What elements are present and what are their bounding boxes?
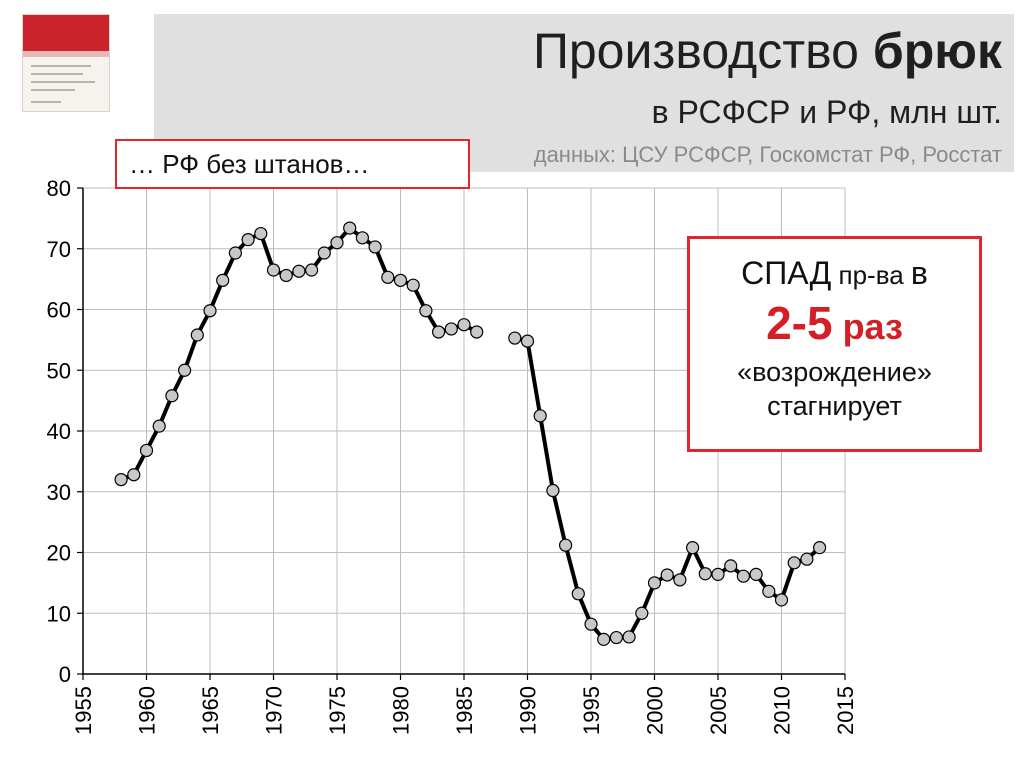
data-point <box>355 231 369 245</box>
y-tick-label: 70 <box>47 237 71 262</box>
data-point <box>520 334 535 348</box>
data-point <box>127 468 141 482</box>
data-point <box>190 328 204 342</box>
y-tick-label: 10 <box>47 601 71 626</box>
y-tick-label: 0 <box>59 662 71 687</box>
x-tick-label: 1965 <box>198 686 223 735</box>
data-point <box>266 263 281 277</box>
callout-right: СПАД пр-ва в 2-5 раз «возрождение» стагн… <box>687 236 982 452</box>
data-point <box>216 273 230 287</box>
x-tick-label: 1960 <box>135 686 160 735</box>
data-point <box>660 568 674 582</box>
data-point <box>673 573 687 587</box>
data-point <box>724 559 738 573</box>
callout-right-line1-big: СПАД <box>741 255 832 291</box>
data-point <box>228 246 242 260</box>
data-point <box>647 576 662 590</box>
source-note: данных: ЦСУ РСФСР, Госкомстат РФ, Росста… <box>533 142 1002 167</box>
page-title: Производство брюк <box>533 22 1002 80</box>
title-bold: брюк <box>872 23 1002 79</box>
data-point <box>685 541 700 555</box>
data-point <box>508 331 522 345</box>
data-point <box>812 541 827 555</box>
data-point <box>139 443 154 458</box>
data-point <box>254 226 268 241</box>
data-point <box>279 268 293 283</box>
data-point <box>393 273 408 287</box>
x-tick-label: 1980 <box>389 686 414 735</box>
data-point <box>343 221 357 235</box>
y-tick-label: 60 <box>47 298 71 323</box>
callout-right-line4: стагнирует <box>767 391 902 421</box>
data-point <box>571 587 585 601</box>
data-point <box>749 567 763 581</box>
data-point <box>762 584 776 598</box>
data-point <box>305 263 319 277</box>
x-tick-label: 1990 <box>516 686 541 735</box>
title-regular: Производство <box>532 23 873 79</box>
data-point <box>711 567 725 581</box>
data-point <box>787 556 801 570</box>
data-point <box>406 278 420 292</box>
data-point <box>419 304 433 318</box>
data-point <box>152 419 166 433</box>
y-tick-label: 80 <box>47 176 71 201</box>
data-point <box>609 630 624 645</box>
x-tick-label: 2000 <box>643 686 668 735</box>
page-subtitle: в РСФСР и РФ, млн шт. <box>651 94 1002 130</box>
callout-right-line1-small: пр-ва <box>831 260 911 290</box>
data-point <box>533 409 547 423</box>
data-point <box>457 318 471 332</box>
data-point <box>368 240 382 254</box>
y-tick-label: 50 <box>47 358 71 383</box>
y-tick-label: 20 <box>47 541 71 566</box>
data-point <box>800 552 814 566</box>
data-point <box>470 325 484 339</box>
data-point <box>736 569 751 583</box>
x-tick-label: 1955 <box>71 686 96 735</box>
x-tick-label: 1970 <box>262 686 287 735</box>
data-point <box>241 233 255 247</box>
data-point <box>584 617 598 631</box>
data-point <box>635 606 649 620</box>
data-point <box>381 270 395 284</box>
data-point <box>444 322 458 336</box>
data-point <box>622 630 636 644</box>
x-tick-label: 2005 <box>706 686 731 735</box>
x-tick-label: 2010 <box>770 686 795 735</box>
data-point <box>203 304 217 318</box>
data-point <box>292 264 306 278</box>
data-point <box>165 389 179 403</box>
data-point <box>558 538 573 552</box>
data-point <box>774 593 789 607</box>
callout-right-line2-small: раз <box>832 306 903 347</box>
data-point <box>330 236 344 250</box>
callout-right-line2-big: 2-5 <box>766 297 833 349</box>
data-point <box>114 473 128 487</box>
data-point <box>698 567 712 581</box>
book-cover-image <box>22 14 110 112</box>
y-tick-label: 40 <box>47 419 71 444</box>
x-tick-label: 2015 <box>833 686 858 735</box>
callout-right-line1-end: в <box>910 255 928 291</box>
x-tick-label: 1995 <box>579 686 604 735</box>
y-tick-label: 30 <box>47 480 71 505</box>
data-point <box>317 246 331 260</box>
callout-left: … РФ без штанов… <box>115 139 470 189</box>
x-tick-label: 1985 <box>452 686 477 735</box>
x-tick-label: 1975 <box>325 686 350 735</box>
callout-right-line3: «возрождение» <box>737 357 932 387</box>
data-point <box>432 325 446 339</box>
data-point <box>178 363 192 377</box>
data-point <box>546 483 560 498</box>
data-point <box>597 632 611 646</box>
